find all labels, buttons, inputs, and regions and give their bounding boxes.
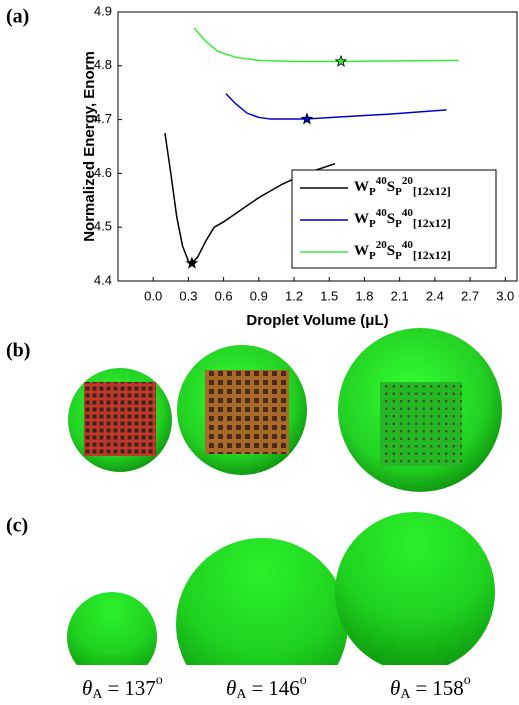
plot-frame: [117, 11, 518, 282]
angle-degree: o: [464, 673, 471, 688]
legend-entry: WP40SP40[12x12]: [354, 207, 451, 230]
x-tick-label: 1.2: [285, 288, 303, 303]
contact-angle-label: θA = 146o: [226, 673, 307, 702]
minimum-marker: [185, 256, 199, 269]
panel-label: (a): [6, 6, 29, 28]
angle-symbol: θ: [226, 676, 236, 700]
y-tick-label: 4.7: [94, 111, 112, 126]
top-view-droplets: [68, 328, 502, 492]
angle-equals: =: [107, 676, 119, 700]
series-line: [164, 132, 336, 265]
panel-label: (b): [6, 340, 30, 362]
minimum-marker: [334, 54, 348, 67]
x-tick-label: 0.9: [250, 288, 268, 303]
angle-symbol: θ: [82, 676, 92, 700]
y-tick-label: 4.5: [94, 219, 112, 234]
angle-degree: o: [156, 673, 163, 688]
y-tick-label: 4.8: [94, 57, 112, 72]
x-tick-label: 0.3: [179, 288, 197, 303]
x-tick-label: 1.8: [355, 288, 373, 303]
angle-equals: =: [415, 676, 427, 700]
angle-subscript: A: [236, 687, 247, 702]
legend-entry: WP20SP40[12x12]: [354, 239, 451, 262]
angle-subscript: A: [400, 687, 411, 702]
angle-equals: =: [251, 676, 263, 700]
y-tick-label: 4.4: [94, 272, 112, 287]
angle-symbol: θ: [390, 676, 400, 700]
legend-entry: WP40SP20[12x12]: [354, 175, 451, 198]
contact-angle-label: θA = 137o: [82, 673, 163, 702]
angle-degree: o: [300, 673, 307, 688]
panel-label: (c): [6, 515, 28, 537]
side-view-droplets: [67, 512, 495, 665]
x-tick-label: 0.0: [144, 288, 162, 303]
x-axis-label: Droplet Volume (μL): [246, 312, 388, 329]
contact-angle-label: θA = 158o: [390, 673, 471, 702]
angle-angle: 146: [268, 676, 300, 700]
minimum-marker: [300, 112, 314, 125]
series-line: [193, 27, 459, 63]
y-axis-label: Normalized Energy, Enorm: [81, 51, 98, 242]
x-tick-label: 2.1: [391, 288, 409, 303]
x-tick-label: 1.5: [320, 288, 338, 303]
x-tick-label: 3.0: [496, 288, 514, 303]
x-tick-label: 2.4: [426, 288, 444, 303]
y-tick-label: 4.6: [94, 165, 112, 180]
angle-subscript: A: [92, 687, 103, 702]
series-line: [225, 93, 447, 120]
angle-angle: 137: [124, 676, 156, 700]
angle-angle: 158: [432, 676, 464, 700]
x-tick-label: 0.6: [215, 288, 233, 303]
y-tick-label: 4.9: [94, 3, 112, 18]
x-tick-label: 2.7: [461, 288, 479, 303]
